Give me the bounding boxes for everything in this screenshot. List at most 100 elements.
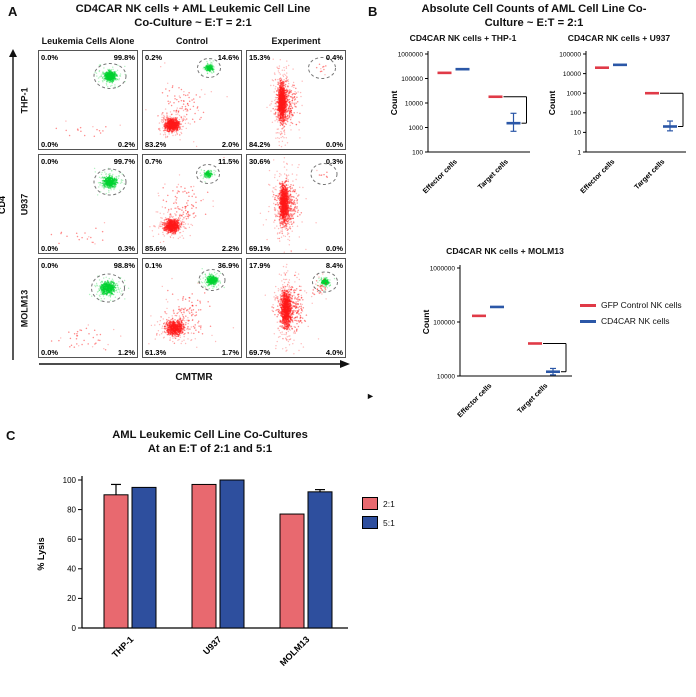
y-axis-label: Count [389, 91, 399, 116]
scatter-plot-molm13: 10000 100000 1000000 Count Effector cells Tar… [421, 265, 572, 419]
ratio-2to1-label: 2:1 [383, 498, 395, 509]
flow-plot-r1c0: 0.0% 99.7% 0.0% 0.3% [38, 154, 138, 254]
y-tick-label: 10 [574, 130, 582, 137]
y-tick-label: 100000 [559, 51, 581, 58]
flow-plot-r2c1: 0.1% 36.9%61.3% 1.7% [142, 258, 242, 358]
ratio-5to1-swatch [362, 516, 378, 529]
svg-text:99.8%: 99.8% [114, 53, 136, 62]
legend-item-cd4car: CD4CAR NK cells [580, 316, 682, 326]
quadrant-labels: 17.9% 8.4%69.7% 4.0% [249, 261, 343, 357]
gate-ellipse [197, 58, 221, 78]
flow-plot-r0c0: 0.0% 99.8% 0.0% 0.2% [38, 50, 138, 150]
scatter-dots [259, 157, 328, 253]
scatter-plot-thp1: 100 1000 10000 100000 1000000 Count Effector c… [389, 51, 530, 195]
panel-b-legend: GFP Control NK cells CD4CAR NK cells [580, 300, 682, 332]
flow-plot-r1c2: 30.6% 0.3%69.1% 0.0% [246, 154, 346, 254]
bar [131, 486, 157, 629]
x-tick-label: Target cells [515, 381, 549, 415]
scatter-thp1-title: CD4CAR NK cells + THP-1 [409, 33, 517, 43]
gate-ellipse [93, 63, 127, 89]
x-tick-label: MOLM13 [278, 634, 312, 668]
significance-bracket [543, 342, 567, 373]
gate-ellipse [91, 273, 125, 303]
ratio-2to1-swatch [362, 497, 378, 510]
panel-b-title-line1: Absolute Cell Counts of AML Cell Line Co… [421, 3, 647, 15]
y-tick-label: 80 [67, 505, 76, 514]
row-label-u937: U937 [19, 193, 30, 216]
scatter-dots [145, 59, 228, 148]
flow-plot-r2c2: 17.9% 8.4%69.7% 4.0% [246, 258, 346, 358]
quadrant-labels: 0.1% 36.9%61.3% 1.7% [145, 261, 239, 357]
y-axis-label: Count [547, 91, 557, 116]
panel-a-label: A [8, 4, 18, 19]
y-tick-label: 1000 [409, 125, 424, 132]
column-header-control: Control [176, 36, 208, 46]
panel-b-title: Absolute Cell Counts of AML Cell Line Co… [378, 2, 690, 31]
flow-plot-r2c0: 0.0% 98.8%0.0% 1.2% [38, 258, 138, 358]
y-tick-label: 1000000 [430, 265, 456, 272]
gate-ellipse [93, 168, 127, 196]
legend-item-2to1: 2:1 [362, 497, 395, 510]
panel-c-title: AML Leukemic Cell Line Co-Cultures At an… [40, 428, 380, 457]
bar [219, 479, 245, 629]
bar [307, 491, 333, 629]
y-tick-label: 100 [570, 110, 581, 117]
x-tick-label: Effector cells [578, 157, 616, 195]
bar [279, 513, 305, 629]
panel-c-title-line2: At an E:T of 2:1 and 5:1 [147, 443, 273, 456]
scatter-plot-u937: 1 10 100 1000 10000 100000 Count Effector cells… [547, 51, 686, 195]
svg-text:2.0%: 2.0% [222, 140, 239, 149]
quadrant-labels: 0.0% 99.8% 0.0% 0.2% [41, 53, 135, 149]
svg-text:15.3%: 15.3% [249, 53, 271, 62]
row-label-thp1: THP-1 [19, 87, 30, 114]
scatter-dots [148, 268, 235, 348]
quadrant-labels: 30.6% 0.3%69.1% 0.0% [249, 157, 343, 253]
x-tick-label: Effector cells [455, 381, 493, 419]
svg-text:0.0%: 0.0% [41, 244, 58, 253]
gate-ellipse [196, 164, 220, 184]
quadrant-labels: 0.0% 98.8%0.0% 1.2% [41, 261, 135, 357]
x-tick-label: Effector cells [421, 157, 459, 195]
y-tick-label: 60 [67, 535, 76, 544]
flow-plot-r1c1: 0.7% 11.5% 85.6% 2.2% [142, 154, 242, 254]
x-tick-label: Target cells [632, 157, 666, 191]
y-tick-label: 1000 [567, 91, 582, 98]
y-tick-label: 100000 [401, 76, 423, 83]
y-tick-label: 100 [63, 476, 77, 485]
svg-text:0.2%: 0.2% [118, 140, 135, 149]
y-tick-label: 100 [412, 149, 423, 156]
svg-text:0.3%: 0.3% [118, 244, 135, 253]
svg-text:0.2%: 0.2% [145, 53, 162, 62]
gate-ellipse [308, 57, 336, 79]
legend-item-5to1: 5:1 [362, 516, 395, 529]
significance-bracket [660, 92, 684, 127]
svg-text:99.7%: 99.7% [114, 157, 136, 166]
gfp-control-swatch [580, 303, 596, 307]
scatter-molm13-title: CD4CAR NK cells + MOLM13 [446, 246, 564, 256]
svg-text:0.0%: 0.0% [41, 53, 58, 62]
y-tick-label: 10000 [405, 100, 423, 107]
scatter-dots [266, 58, 327, 148]
gate-ellipse [312, 271, 338, 293]
panel-a-title-line1: CD4CAR NK cells + AML Leukemic Cell Line [75, 3, 311, 15]
y-axis-arrow: CD4 [0, 49, 17, 360]
y-tick-label: 0 [72, 624, 77, 633]
panel-a-title-line2: Co-Culture ~ E:T = 2:1 [134, 17, 252, 30]
svg-text:0.4%: 0.4% [326, 53, 343, 62]
row-label-molm13: MOLM13 [19, 289, 30, 328]
quadrant-labels: 0.0% 99.7% 0.0% 0.3% [41, 157, 135, 253]
bar [191, 483, 217, 629]
svg-text:83.2%: 83.2% [145, 140, 167, 149]
scatter-dots [264, 263, 336, 355]
gate-ellipse [310, 163, 338, 185]
quadrant-labels: 0.2% 14.6% 83.2% 2.0% [145, 53, 239, 149]
y-tick-label: 40 [67, 565, 76, 574]
scatter-dots [55, 64, 126, 138]
x-tick-label: Target cells [476, 157, 510, 191]
y-axis-label: CD4 [0, 196, 7, 214]
svg-text:0.0%: 0.0% [41, 157, 58, 166]
scatter-dots [50, 275, 130, 351]
flow-plot-r0c1: 0.2% 14.6% 83.2% 2.0% [142, 50, 242, 150]
quadrant-labels: 0.7% 11.5% 85.6% 2.2% [145, 157, 239, 253]
